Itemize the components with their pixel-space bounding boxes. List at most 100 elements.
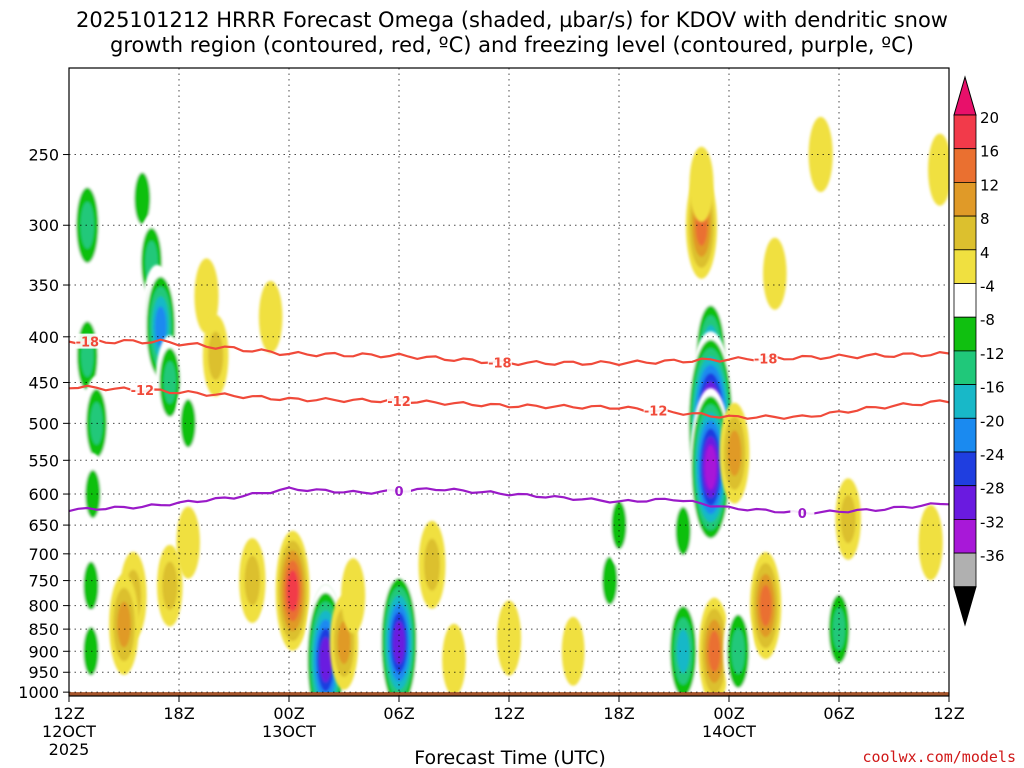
omega-level-ring [424, 538, 440, 591]
contour-label: 0 [394, 485, 403, 500]
colorbar-swatch [953, 283, 977, 318]
colorbar-label: -32 [980, 513, 1005, 531]
colorbar-label: -28 [980, 480, 1005, 498]
x-tick-date: 14OCT [702, 722, 756, 741]
contour-label: -12 [131, 384, 155, 399]
contour-line [69, 384, 949, 420]
colorbar-label: -4 [980, 278, 995, 296]
colorbar-swatch [953, 350, 977, 385]
colorbar-label: -16 [980, 379, 1005, 397]
omega-level-ring [708, 630, 721, 672]
colorbar-swatch [953, 215, 977, 251]
omega-cell [496, 600, 522, 676]
omega-level-ring [194, 258, 219, 334]
omega-cell [723, 600, 754, 696]
chart-title-line-2: growth region (contoured, red, ºC) and f… [110, 33, 914, 57]
colorbar-swatch [953, 148, 977, 183]
omega-cell [176, 506, 200, 579]
omega-cell [258, 603, 284, 682]
y-tick-label: 350 [28, 276, 59, 295]
x-tick-label: 12Z [53, 704, 84, 723]
colorbar-label: 4 [980, 244, 990, 262]
omega-level-ring [393, 620, 405, 665]
y-tick-label: 900 [28, 642, 59, 661]
gridlines [68, 68, 950, 696]
y-tick-label: 850 [28, 620, 59, 639]
y-tick-label: 550 [28, 451, 59, 470]
x-tick-year: 2025 [49, 740, 90, 759]
contour-label: 0 [798, 507, 807, 522]
y-tick-label: 800 [28, 597, 59, 616]
omega-level-ring [561, 616, 585, 686]
y-tick-label: 250 [28, 146, 59, 165]
colorbar-swatch [953, 485, 977, 520]
x-tick-label: 06Z [823, 704, 854, 723]
omega-level-ring [460, 487, 485, 563]
colorbar-swatch [953, 384, 977, 419]
omega-level-ring [675, 506, 691, 556]
omega-level-ring [808, 116, 833, 193]
y-tick-label: 300 [28, 216, 59, 235]
contour-label: -12 [387, 395, 411, 410]
omega-level-ring [244, 555, 261, 606]
omega-cell [194, 258, 219, 334]
omega-cell [689, 146, 714, 222]
colorbar-label: -24 [980, 446, 1005, 464]
contour-label-bg [790, 504, 815, 520]
y-tick-label: 650 [28, 516, 59, 535]
colorbar-label: 20 [980, 109, 999, 127]
omega-level-ring [840, 494, 856, 544]
omega-level-ring [731, 628, 745, 675]
omega-level-ring [176, 506, 200, 579]
omega-level-ring [689, 146, 714, 222]
chart-title-line-1: 2025101212 HRRR Forecast Omega (shaded, … [76, 8, 948, 32]
x-tick-date: 12OCT [42, 722, 96, 741]
contour-label-bg [643, 402, 668, 418]
omega-cell [157, 544, 183, 627]
omega-cell [258, 280, 283, 353]
omega-level-ring [337, 621, 351, 664]
omega-level-ring [341, 558, 366, 634]
omega-level-ring [258, 603, 284, 682]
contour-label-bg [130, 382, 155, 398]
omega-level-ring [602, 556, 618, 605]
omega-cell [275, 530, 310, 651]
x-tick-label: 12Z [933, 704, 964, 723]
colorbar-swatch [953, 316, 977, 352]
omega-cell [928, 133, 949, 206]
x-tick-label: 12Z [493, 704, 524, 723]
colorbar-swatch [953, 417, 977, 453]
colorbar-swatch [953, 114, 977, 150]
colorbar-label: -20 [980, 412, 1005, 430]
colorbar-swatch [953, 451, 977, 487]
omega-level-ring [319, 637, 332, 683]
contour-label: -18 [754, 352, 778, 367]
omega-cell [239, 538, 266, 623]
x-axis-label: Forecast Time (UTC) [414, 747, 605, 768]
omega-level-ring [727, 430, 742, 476]
colorbar-label: 12 [980, 176, 999, 194]
omega-cell [666, 594, 700, 696]
contour-label-bg [387, 482, 411, 498]
colorbar-swatch [953, 519, 977, 554]
contour-label-bg [753, 350, 778, 366]
x-tick-label: 06Z [383, 704, 414, 723]
colorbar: 20 16 12 8 4 -4 -8 -12 -16 -20 -24 -28 -32 -36 [953, 75, 1005, 627]
colorbar-swatch [953, 552, 977, 588]
omega-cell [341, 558, 366, 634]
omega-cell [763, 237, 787, 310]
contour-label-bg [75, 333, 100, 349]
x-tick-label: 18Z [603, 704, 634, 723]
pressure-axis: 250 300 350 400 450 500 550 600 650 700 750 800 850 9… [18, 146, 69, 702]
omega-cell [670, 490, 696, 572]
ground-band [69, 692, 949, 696]
omega-level-ring [263, 467, 289, 546]
contour--18: -18 -18 -18 [69, 333, 949, 371]
omega-cell [263, 467, 289, 546]
colorbar-top-arrow [953, 75, 977, 116]
colorbar-label: 16 [980, 143, 999, 161]
y-tick-label: 1000 [18, 683, 59, 702]
